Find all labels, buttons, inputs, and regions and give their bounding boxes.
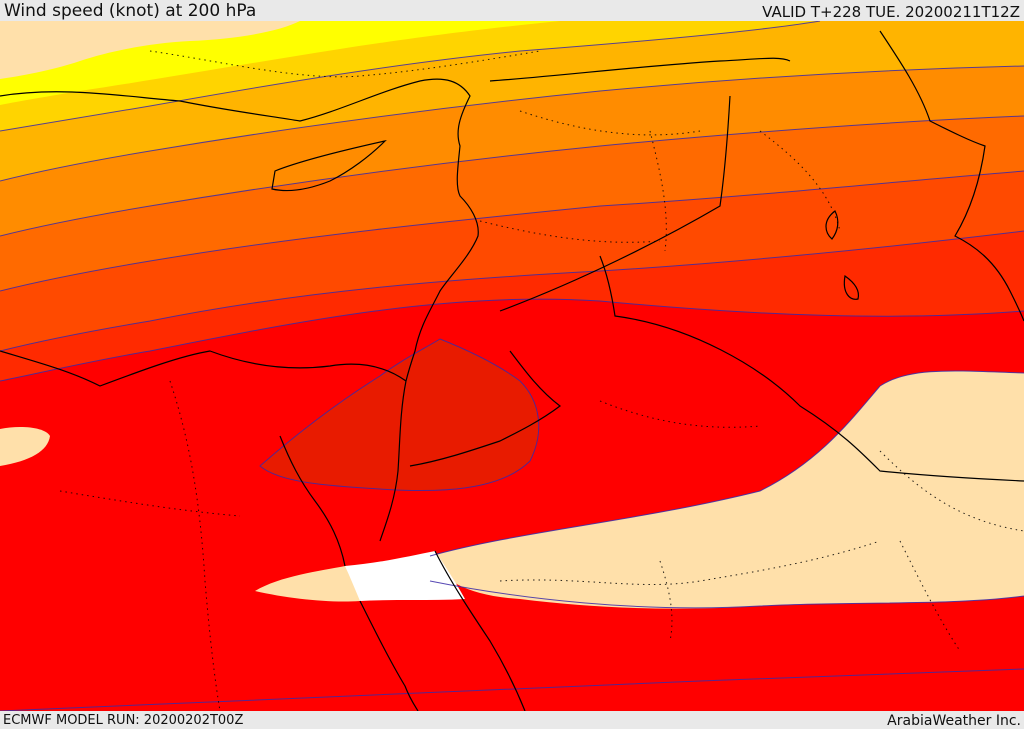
- footer-bar: ECMWF MODEL RUN: 20200202T00Z ArabiaWeat…: [0, 711, 1024, 729]
- coastline: [434, 550, 526, 711]
- coastline: [379, 380, 407, 542]
- coastline: [279, 435, 346, 567]
- contour-line: [0, 298, 1024, 382]
- header-bar: Wind speed (knot) at 200 hPa VALID T+228…: [0, 0, 1024, 21]
- wind-band-lowest-nw: [0, 21, 300, 79]
- contour-line: [0, 230, 1024, 352]
- contour-line: [0, 170, 1024, 292]
- border: [59, 490, 241, 517]
- coastline: [0, 350, 407, 387]
- coastline: [843, 274, 860, 300]
- border: [649, 130, 667, 252]
- valid-time: VALID T+228 TUE. 20200211T12Z: [762, 3, 1020, 21]
- wind-speed-map: [0, 21, 1024, 711]
- contour-line: [0, 65, 1024, 182]
- coastline: [359, 600, 419, 711]
- border: [489, 57, 791, 82]
- coastline: [825, 210, 839, 240]
- model-run: ECMWF MODEL RUN: 20200202T00Z: [3, 713, 244, 728]
- wind-band-9: [260, 339, 539, 491]
- no-data-area: [345, 551, 465, 601]
- coastline: [879, 30, 1024, 322]
- border: [519, 110, 701, 136]
- credit: ArabiaWeather Inc.: [887, 713, 1021, 729]
- map-title: Wind speed (knot) at 200 hPa: [4, 1, 257, 21]
- contour-line: [429, 370, 1024, 557]
- wind-band-lowest-w: [0, 427, 50, 466]
- border: [409, 350, 561, 467]
- contour-line: [0, 115, 1024, 237]
- border: [599, 400, 761, 428]
- wind-band-lowest-se: [430, 370, 1024, 609]
- border: [479, 220, 661, 243]
- border: [499, 540, 881, 586]
- contour-line: [0, 21, 821, 132]
- contour-line: [429, 580, 1024, 609]
- wind-band-lowest-sw: [255, 566, 365, 602]
- border: [599, 255, 1024, 482]
- border: [499, 95, 731, 312]
- coastline: [0, 78, 479, 382]
- coastline: [271, 139, 387, 192]
- contour-line: [0, 668, 1024, 711]
- contour-line: [259, 338, 540, 492]
